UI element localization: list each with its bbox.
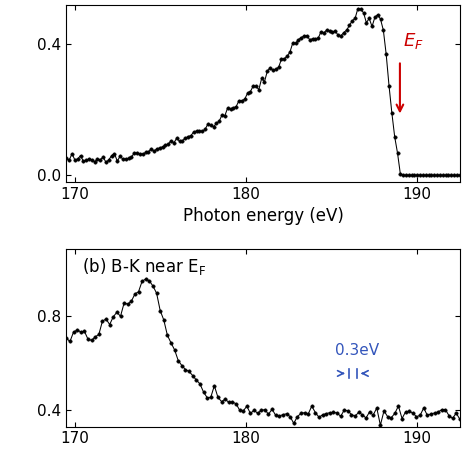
X-axis label: Photon energy (eV): Photon energy (eV) — [182, 208, 344, 226]
Text: $\mathregular{E_F}$: $\mathregular{E_F}$ — [403, 31, 424, 51]
Text: (b) B-K near $\mathregular{E_F}$: (b) B-K near $\mathregular{E_F}$ — [82, 256, 206, 277]
Text: 0.3eV: 0.3eV — [335, 343, 379, 358]
